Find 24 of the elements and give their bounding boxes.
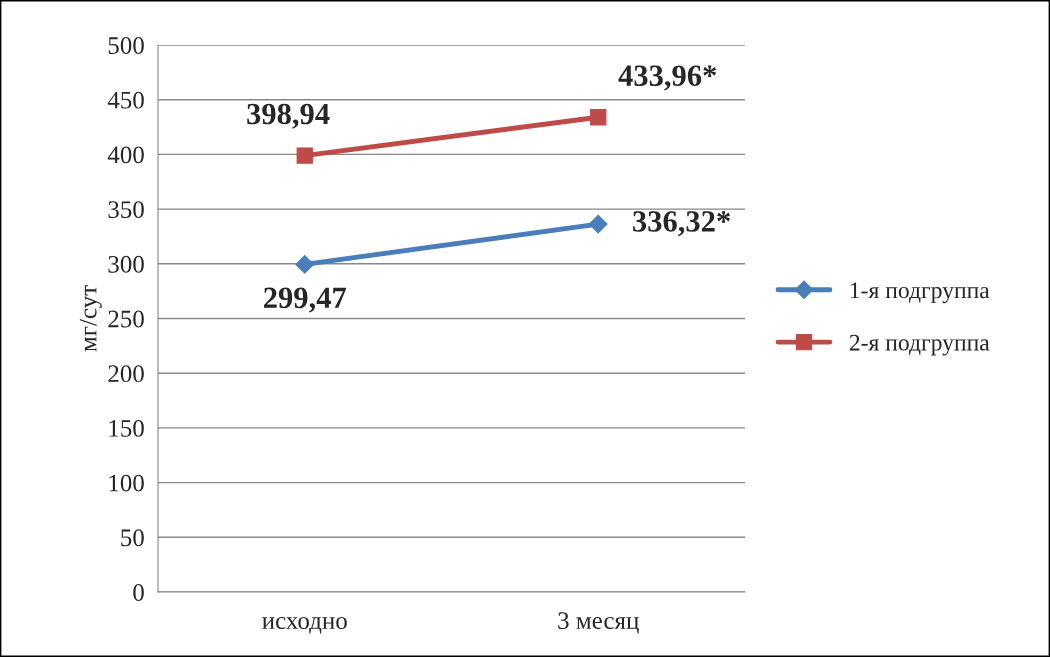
- y-tick-label: 50: [121, 529, 144, 547]
- y-tick-label: 300: [108, 255, 144, 273]
- y-tick-label: 250: [108, 310, 144, 328]
- y-tick-label: 400: [107, 146, 144, 164]
- data-label: 398,94: [247, 103, 330, 129]
- point: [295, 255, 315, 274]
- y-tick-label: 100: [109, 474, 144, 492]
- point: [588, 214, 608, 234]
- data-label: 336,32*: [633, 211, 730, 237]
- legend-label: 2-я подгруппа: [849, 334, 990, 356]
- y-axis-title: мг/сут: [79, 285, 102, 352]
- y-tick-label: 150: [109, 419, 144, 437]
- y-tick-label: 500: [108, 37, 144, 54]
- y-tick-label: 350: [108, 201, 144, 219]
- x-tick-label: 3 месяц: [558, 612, 639, 634]
- y-tick-label: 200: [108, 365, 144, 383]
- data-label: 299,47: [264, 287, 347, 313]
- y-tick-label: 0: [133, 584, 144, 601]
- data-label: 433,96*: [618, 65, 717, 91]
- legend-label: 1-я подгруппа: [850, 282, 990, 304]
- point: [590, 109, 607, 126]
- point: [296, 147, 313, 164]
- x-tick-label: исходно: [262, 617, 347, 634]
- y-tick-label: 450: [107, 91, 144, 109]
